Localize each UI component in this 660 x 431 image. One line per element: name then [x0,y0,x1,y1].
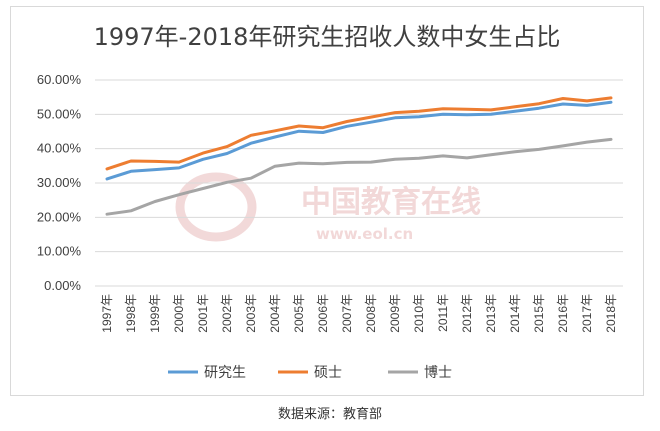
x-tick-label: 2018年 [604,294,618,333]
series-line-研究生 [105,100,613,181]
legend-label: 硕士 [314,365,342,381]
x-tick-label: 1997年 [100,294,114,333]
series [105,96,613,216]
x-tick-label: 2009年 [388,294,402,333]
x-tick-label: 2001年 [196,294,210,333]
watermark-logo-icon [175,172,257,242]
x-tick-label: 1998年 [124,294,138,333]
y-axis: 0.00% 10.00% 20.00% 30.00% 40.00% 50.00% 60.00… [37,72,82,293]
watermark-sub: www.eol.cn [316,225,413,243]
y-tick-label: 20.00% [37,209,82,224]
x-tick-label: 2008年 [364,294,378,333]
y-tick-label: 0.00% [44,278,81,293]
y-tick-label: 30.00% [37,175,82,190]
x-tick-label: 2005年 [292,294,306,333]
y-tick-label: 10.00% [37,244,82,259]
x-tick-label: 1999年 [148,294,162,333]
x-tick-label: 2004年 [268,294,282,333]
line-chart: 中国教育在线 www.eol.cn 1997年-2018年研究生招收人数中女生占… [37,23,623,381]
x-tick-label: 2015年 [532,294,546,333]
grid [95,79,623,287]
watermark: 中国教育在线 www.eol.cn [175,172,481,243]
watermark-main: 中国教育在线 [301,185,481,220]
legend-label: 研究生 [204,365,246,381]
series-line-硕士 [105,96,613,171]
y-tick-label: 50.00% [37,106,82,121]
legend: 研究生 硕士 博士 [168,364,452,381]
y-tick-label: 40.00% [37,141,82,156]
legend-label: 博士 [424,364,452,381]
x-tick-label: 2014年 [508,294,522,333]
x-tick-label: 2003年 [244,294,258,333]
x-tick-label: 2000年 [172,294,186,333]
source-note: 数据来源：教育部 [277,407,382,422]
x-axis: 1997年 1998年 1999年 2000年 2001年 2002年 2003年 2004年… [100,294,618,333]
chart-frame: 中国教育在线 www.eol.cn 1997年-2018年研究生招收人数中女生占… [10,6,644,396]
x-tick-label: 2011年 [436,294,450,332]
x-tick-label: 2010年 [412,294,426,333]
x-tick-label: 2016年 [556,294,570,333]
x-tick-label: 2012年 [460,294,474,333]
y-tick-label: 60.00% [37,72,82,87]
x-tick-label: 2013年 [484,294,498,333]
chart-title: 1997年-2018年研究生招收人数中女生占比 [94,23,561,51]
x-tick-label: 2002年 [220,294,234,333]
series-line-博士 [105,137,613,216]
x-tick-label: 2006年 [316,294,330,333]
x-tick-label: 2017年 [580,294,594,333]
x-tick-label: 2007年 [340,294,354,333]
